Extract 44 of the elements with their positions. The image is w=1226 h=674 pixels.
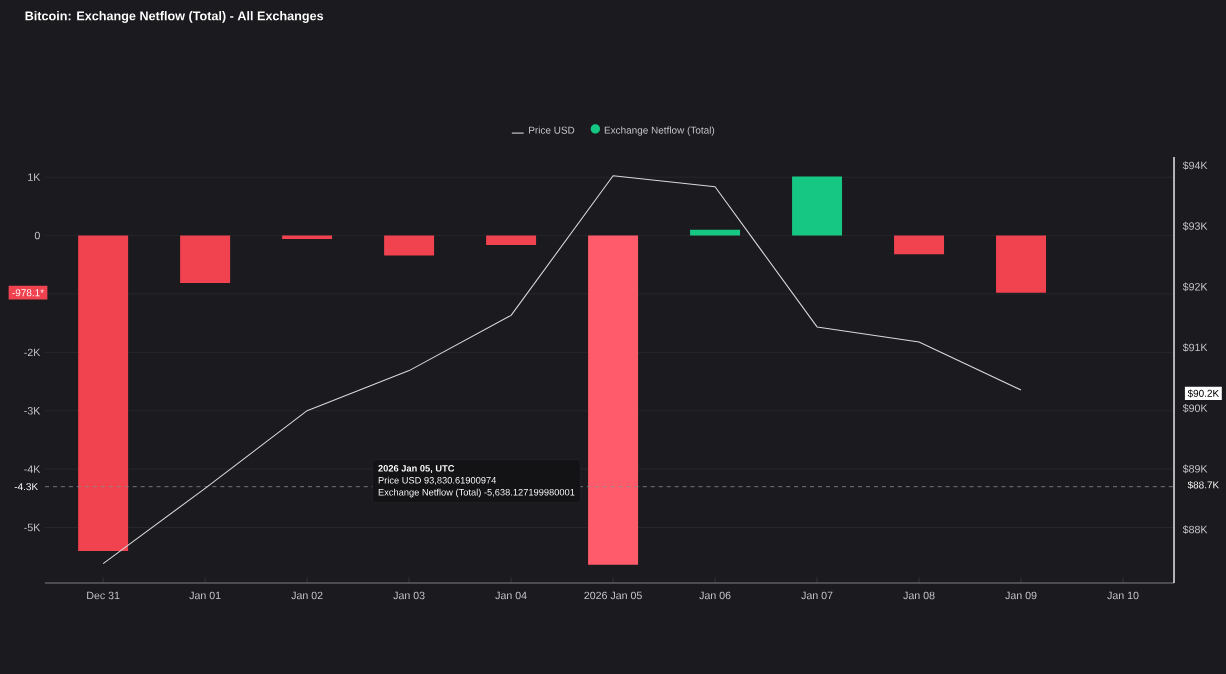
bar [78, 235, 129, 551]
ref-line-label: -4.3K [14, 483, 38, 491]
y2-tick-label: $88K [1182, 525, 1208, 534]
y-tick-label: -5K [24, 523, 41, 532]
bar [588, 235, 639, 565]
x-tick-label: Jan 09 [1005, 591, 1037, 600]
y2-tick-label: $89K [1182, 464, 1208, 474]
y-tick-label: 0 [34, 231, 40, 240]
y-tick-label: -2K [24, 348, 41, 357]
x-tick-label: Jan 07 [801, 591, 833, 600]
x-tick-label: Jan 08 [903, 591, 935, 600]
x-tick-label: Jan 01 [189, 591, 221, 600]
y-tick-label: -4K [24, 465, 41, 473]
x-tick-label: Dec 31 [87, 591, 120, 600]
bar [894, 235, 945, 255]
text: $88.7K [1187, 480, 1220, 490]
annotation: -978.1* [12, 289, 44, 297]
y2-tick-label: $92K [1182, 282, 1208, 292]
bar [486, 235, 537, 245]
legend-label: Exchange Netflow (Total) [604, 126, 715, 136]
bar [384, 235, 435, 256]
x-tick-label: Jan 03 [393, 591, 425, 600]
y2-tick-label: $93K [1182, 221, 1208, 231]
chart-title: Bitcoin: Exchange Netflow (Total) - All Exchanges [25, 11, 324, 23]
annotation: Exchange Netflow (Total) -5,638.127199980001 [378, 488, 575, 498]
x-tick-label: Jan 02 [291, 591, 323, 600]
bar [690, 229, 741, 236]
y2-tick-label: $91K [1182, 343, 1208, 352]
text: $90.2K [1187, 389, 1220, 398]
line-series [102, 175, 1022, 565]
legend-label: Price USD [529, 126, 575, 134]
bar [792, 176, 843, 236]
x-tick-label: Jan 10 [1107, 591, 1139, 600]
bar [996, 235, 1047, 293]
x-tick-label: 2026 Jan 05 [584, 591, 642, 600]
x-tick-label: Jan 06 [699, 591, 731, 600]
annotation: Price USD 93,830.61900974 [378, 476, 497, 485]
annotation: 2026 Jan 05, UTC [378, 465, 455, 473]
y2-tick-label: $90K [1182, 403, 1208, 413]
x-tick-label: Jan 04 [495, 591, 527, 600]
bar [180, 235, 231, 283]
y-tick-label: -3K [24, 407, 41, 415]
y-tick-label: 1K [28, 173, 41, 181]
y2-tick-label: $94K [1182, 161, 1208, 170]
